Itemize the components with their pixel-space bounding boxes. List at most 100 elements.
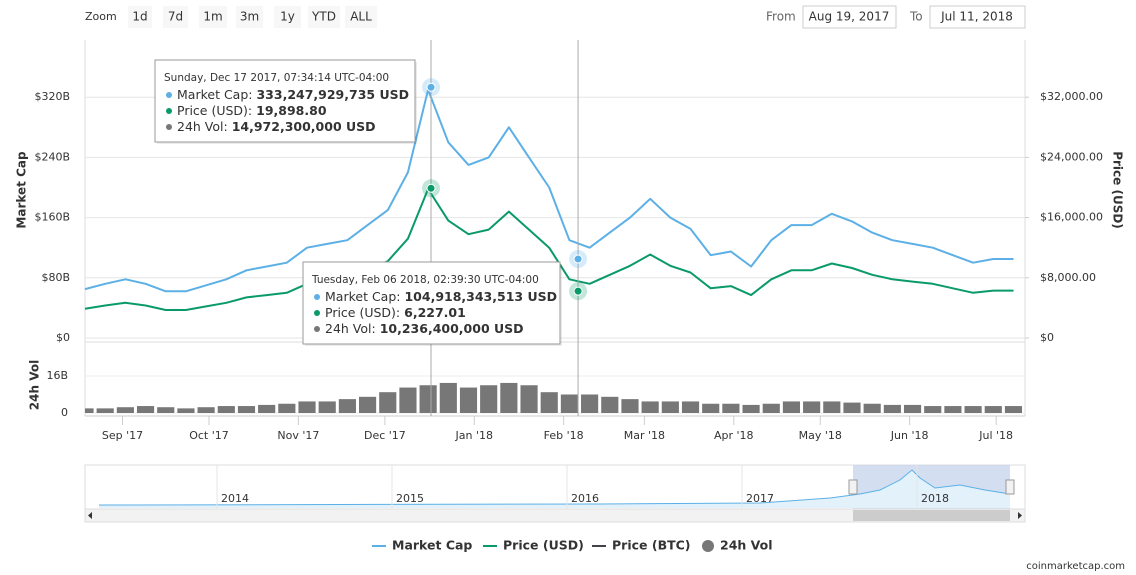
volume-bar <box>85 408 94 413</box>
zoom-button-label[interactable]: 3m <box>240 10 259 24</box>
volume-bar <box>217 406 235 413</box>
tooltip-entry-value: 6,227.01 <box>404 305 466 320</box>
credit[interactable]: coinmarketcap.com <box>1026 561 1125 572</box>
to-value[interactable]: Jul 11, 2018 <box>940 10 1013 24</box>
zoom-button-label[interactable]: 1y <box>280 10 295 24</box>
zoom-button[interactable] <box>199 6 227 28</box>
volume-bar <box>581 394 599 413</box>
volume-bar <box>903 404 922 413</box>
volume-bar <box>480 385 498 413</box>
volume-bar <box>782 401 801 413</box>
volume-tick-label: 0 <box>61 406 68 419</box>
tooltip-entry-name: Market Cap: <box>325 289 400 304</box>
tooltip-entry: Price (USD): 19,898.80 <box>177 103 327 118</box>
tooltip-entry: Market Cap: 333,247,929,735 USD <box>177 87 409 102</box>
hover-point <box>573 254 583 264</box>
zoom-button-label[interactable]: YTD <box>311 10 336 24</box>
tooltip-entry: 24h Vol: 14,972,300,000 USD <box>177 119 376 134</box>
zoom-button[interactable] <box>128 6 152 28</box>
zoom-button[interactable] <box>274 6 301 28</box>
volume-bar <box>1004 406 1023 413</box>
volume-bar <box>258 404 276 413</box>
tooltip-bullet <box>166 108 172 114</box>
legend-label[interactable]: Price (BTC) <box>612 538 691 553</box>
zoom-button[interactable] <box>345 6 377 28</box>
tooltip-entry: Market Cap: 104,918,343,513 USD <box>325 289 557 304</box>
y2-tick-label: $16,000.00 <box>1040 211 1103 224</box>
hover-point <box>573 286 583 296</box>
volume-bar <box>843 402 861 413</box>
zoom-button[interactable] <box>308 6 340 28</box>
volume-bar <box>116 407 134 413</box>
tooltip-entry: 24h Vol: 10,236,400,000 USD <box>325 321 524 336</box>
tooltip-bullet <box>166 124 172 130</box>
tooltip-bullet <box>166 92 172 98</box>
legend-label[interactable]: Market Cap <box>392 538 472 553</box>
volume-bar <box>399 387 417 413</box>
zoom-button-label[interactable]: ALL <box>350 10 372 24</box>
x-tick-label: May '18 <box>799 429 842 442</box>
tooltip-bullet <box>314 294 320 300</box>
volume-bar <box>278 403 296 413</box>
x-tick-label: Jan '18 <box>455 429 493 442</box>
navigator-line <box>98 469 1011 506</box>
legend-label[interactable]: 24h Vol <box>720 538 773 553</box>
x-tick-label: Apr '18 <box>714 429 754 442</box>
series-line <box>84 88 1014 293</box>
volume-bar <box>924 406 942 413</box>
y2-tick-label: $8,000.00 <box>1040 271 1096 284</box>
volume-bar <box>197 407 215 413</box>
volume-bar <box>318 401 336 413</box>
volume-bar <box>96 408 114 413</box>
volume-bar <box>681 401 700 413</box>
y-tick-label: $80B <box>41 271 70 284</box>
volume-bar <box>177 408 195 413</box>
navigator-handle[interactable] <box>1005 479 1015 495</box>
from-input[interactable] <box>802 5 897 29</box>
from-value[interactable]: Aug 19, 2017 <box>809 10 890 24</box>
x-tick-label: Feb '18 <box>544 429 584 442</box>
volume-bar <box>358 396 377 413</box>
volume-bar <box>803 401 821 413</box>
legend-symbol[interactable] <box>702 540 714 552</box>
tooltip-entry-value: 14,972,300,000 USD <box>232 119 376 134</box>
tooltip <box>302 261 561 345</box>
tooltip-entry: Price (USD): 6,227.01 <box>325 305 466 320</box>
volume-bar <box>762 403 780 413</box>
volume-bar <box>298 401 316 413</box>
scrollbar-thumb[interactable] <box>853 510 1010 521</box>
tooltip-entry-name: 24h Vol: <box>325 321 376 336</box>
tooltip-title: Tuesday, Feb 06 2018, 02:39:30 UTC-04:00 <box>311 274 539 286</box>
volume-bar <box>338 399 356 413</box>
zoom-button-label[interactable]: 1d <box>132 10 147 24</box>
zoom-button-label[interactable]: 1m <box>203 10 222 24</box>
y2-tick-label: $24,000.00 <box>1040 150 1103 163</box>
volume-bar <box>621 399 639 413</box>
zoom-button[interactable] <box>163 6 188 28</box>
x-tick-label: Jun '18 <box>890 429 929 442</box>
tooltip-entry-value: 333,247,929,735 USD <box>256 87 409 102</box>
volume-bar <box>702 403 720 413</box>
y-tick-label: $240B <box>34 150 70 163</box>
tooltip-entry-value: 104,918,343,513 USD <box>404 289 557 304</box>
volume-bar <box>560 394 578 413</box>
volume-bar <box>964 406 982 413</box>
legend-label[interactable]: Price (USD) <box>503 538 584 553</box>
x-tick-label: Oct '17 <box>189 429 229 442</box>
zoom-label: Zoom <box>85 10 117 23</box>
tooltip-entry-name: Market Cap: <box>177 87 252 102</box>
volume-tick-label: 16B <box>46 369 68 382</box>
hover-point <box>426 183 436 193</box>
series-line <box>84 188 1014 311</box>
to-input[interactable] <box>929 5 1026 29</box>
x-tick-label: Jul '18 <box>978 429 1013 442</box>
tooltip <box>154 59 416 143</box>
scrollbar[interactable] <box>84 508 1026 523</box>
navigator-handle[interactable] <box>848 479 858 495</box>
zoom-button[interactable] <box>236 6 263 28</box>
volume-bar <box>459 387 478 413</box>
volume-bar <box>540 392 558 413</box>
tooltip-bullet <box>314 310 320 316</box>
zoom-button-label[interactable]: 7d <box>168 10 183 24</box>
